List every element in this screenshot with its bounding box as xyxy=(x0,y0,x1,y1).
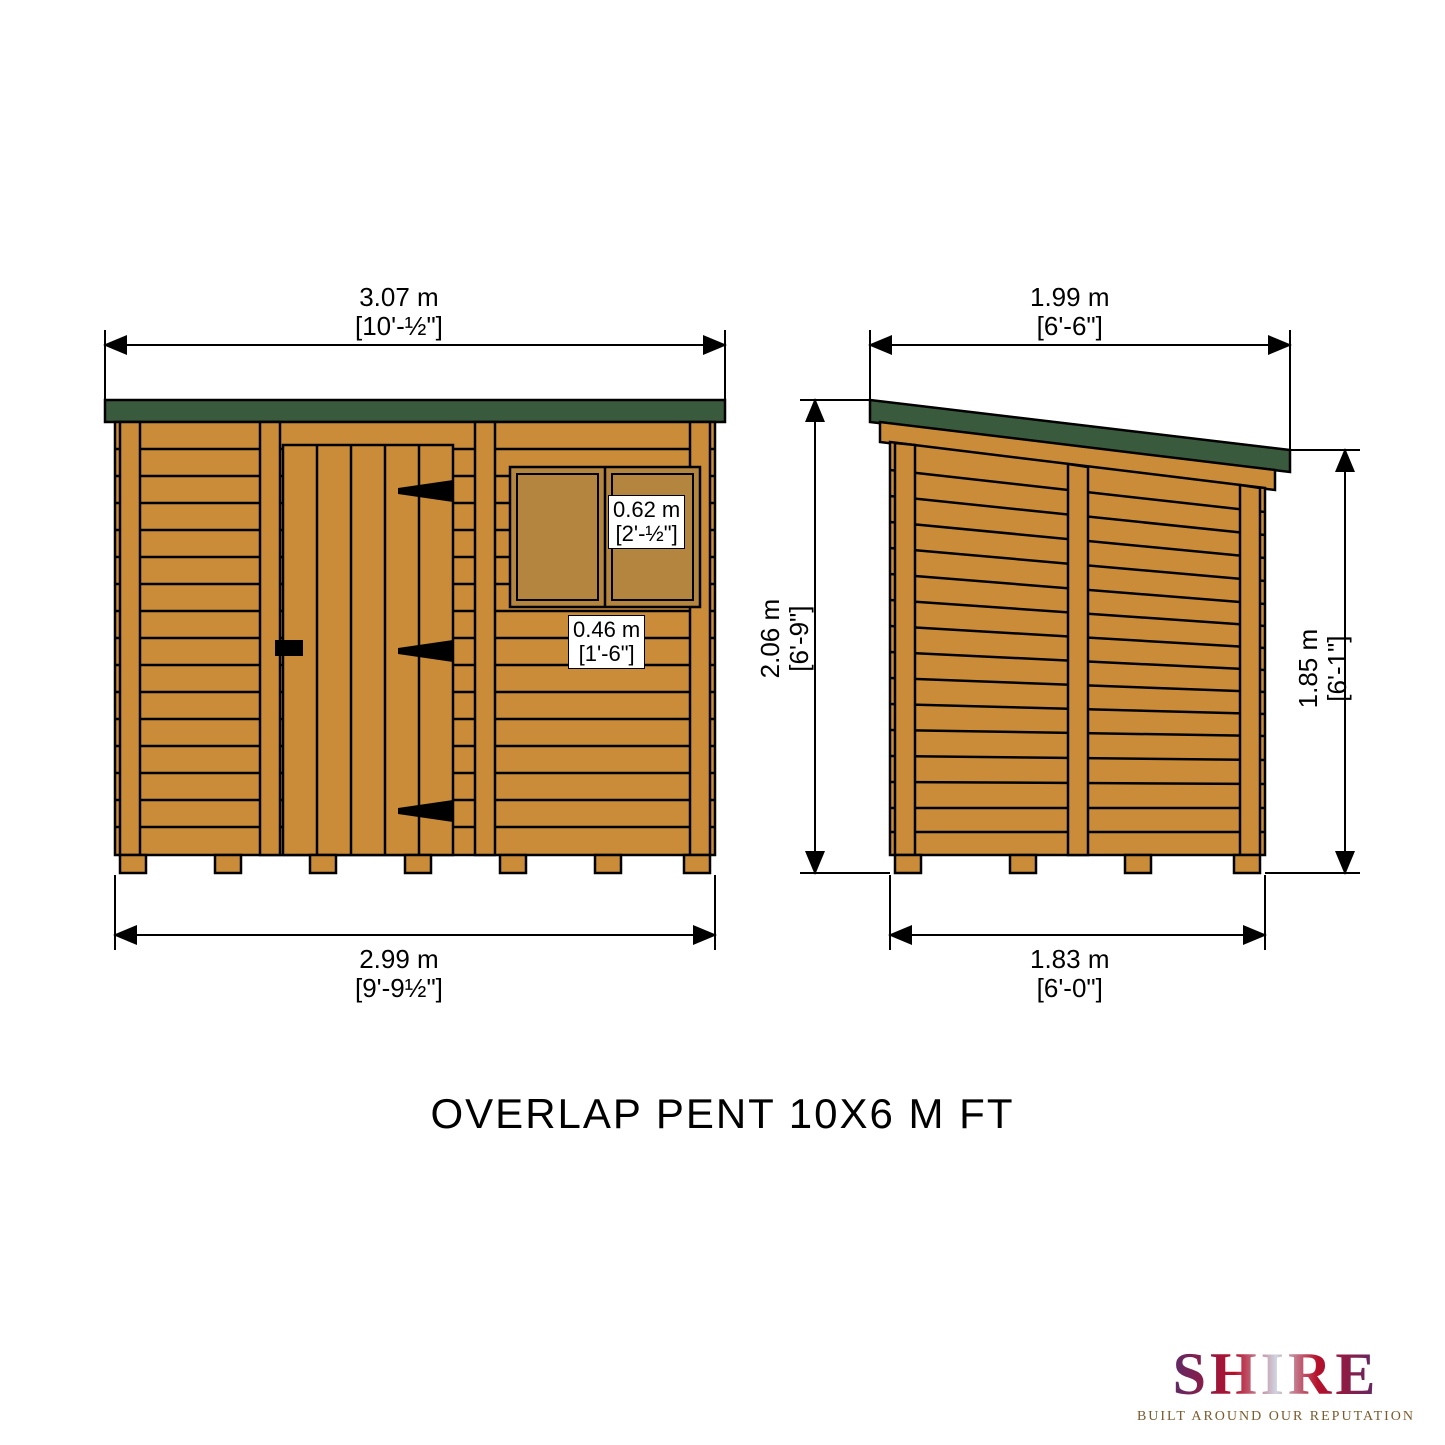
diagram-container: 3.07 m [10'-½"] 2.99 m [9'-9½"] 0.62 m [… xyxy=(0,0,1445,1445)
logo-tagline: BUILT AROUND OUR REPUTATION xyxy=(1137,1409,1415,1425)
dim-window-width: 0.46 m [1'-6"] xyxy=(568,615,645,669)
diagram-svg xyxy=(0,0,1445,1445)
diagram-title: OVERLAP PENT 10X6 M FT xyxy=(0,1090,1445,1138)
logo-text: SHIRE xyxy=(1137,1340,1415,1409)
dim-side-top: 1.99 m [6'-6"] xyxy=(1030,283,1110,340)
dim-window-height: 0.62 m [2'-½"] xyxy=(608,495,685,549)
dim-front-top: 3.07 m [10'-½"] xyxy=(355,283,443,340)
dim-side-right: 1.85 m [6'-1"] xyxy=(1294,629,1351,709)
dim-side-left: 2.06 m [6'-9"] xyxy=(756,599,813,679)
dim-side-bottom: 1.83 m [6'-0"] xyxy=(1030,945,1110,1002)
side-elevation xyxy=(800,330,1360,950)
dim-front-bottom: 2.99 m [9'-9½"] xyxy=(355,945,443,1002)
brand-logo: SHIRE BUILT AROUND OUR REPUTATION xyxy=(1137,1340,1415,1425)
